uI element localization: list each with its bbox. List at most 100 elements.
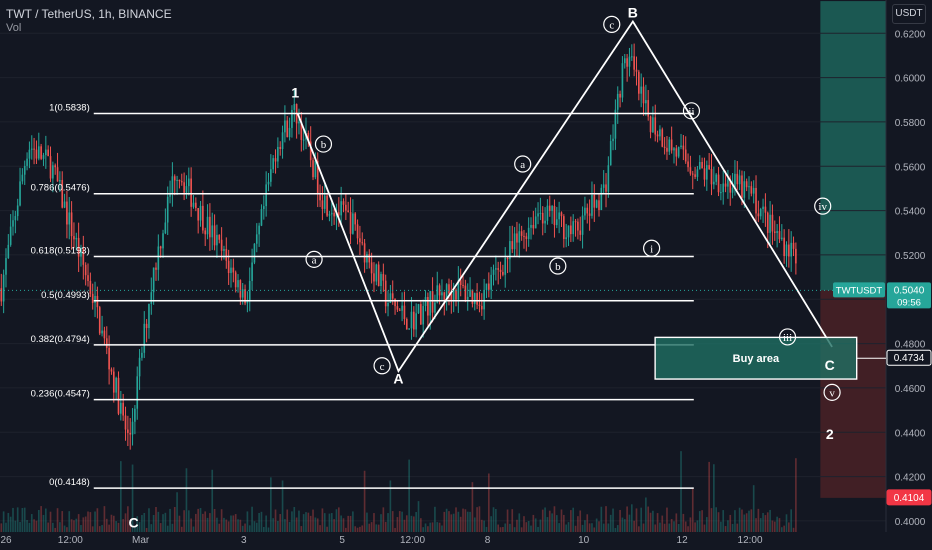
candle-body [141,352,143,358]
candle-body [0,288,3,302]
candle-body [61,180,64,208]
volume-bar [616,525,619,532]
x-tick-label: 12:00 [400,535,425,546]
candle-body [98,307,101,334]
volume-bar [581,524,584,532]
candle-body [387,302,389,307]
volume-bar [773,521,776,532]
volume-bar [185,468,188,532]
candle-body [75,237,78,240]
candle-body [9,226,12,245]
candle-body [394,298,396,307]
candle-body [16,205,19,217]
candle-body [570,225,572,235]
candle-body [187,178,190,187]
volume-bar [19,521,21,532]
volume-bar [759,518,762,532]
candle-body [614,109,617,139]
volume-bar [635,508,638,532]
volume-bar [54,527,57,532]
candle-body [122,402,124,416]
volume-bar [523,516,525,532]
candle-body [169,193,171,197]
volume-bar [218,523,221,532]
volume-bar [734,510,736,532]
volume-bar [516,519,518,532]
candle-body [192,202,195,207]
candle-body [403,305,406,320]
volume-bar [701,510,703,532]
volume-bar [544,507,546,532]
volume-bar [143,512,146,532]
volume-bar [656,513,659,532]
volume-bar [422,527,425,532]
candle-body [66,201,68,225]
volume-bar [9,516,12,532]
candle-body [649,116,652,133]
volume-bar [673,521,675,532]
candle-body [45,149,47,156]
volume-bar [368,523,371,532]
candle-body [518,231,521,243]
volume-bar [492,507,495,532]
volume-bar [56,508,59,532]
volume-bar [176,492,178,532]
volume-bar [401,511,403,532]
volume-bar [628,514,631,532]
candle-body [87,275,89,281]
candle-body [560,212,563,217]
candle-body [115,377,117,393]
volume-bar [370,522,373,532]
volume-bar [352,511,354,532]
volume-bar [790,509,793,532]
candle-body [216,234,218,246]
candle-body [581,215,584,235]
candle-body [417,304,420,314]
candle-body [776,231,778,233]
volume-bar [166,525,169,532]
candle-body [478,304,481,306]
candle-body [258,225,260,235]
wave-label: 2 [826,426,834,442]
buy-area-box[interactable]: Buy area [654,336,858,380]
candle-body [162,233,164,249]
volume-bar [577,516,579,532]
volume-bar [792,527,795,532]
volume-bar [80,525,82,532]
candle-body [750,186,753,194]
candle-body [469,289,471,297]
volume-bar [16,507,19,532]
currency-selector[interactable]: USDT [892,4,926,24]
candle-body [241,289,244,298]
candle-body [412,311,415,330]
candle-body [434,302,436,313]
volume-bar [710,508,713,532]
candle-body [682,145,685,150]
candle-body [687,161,689,168]
volume-bar [705,517,708,532]
candle-body [555,219,558,226]
candle-body [623,58,626,64]
candle-body [769,214,771,233]
volume-bar [623,519,626,532]
candle-body [459,280,462,286]
volume-bar [293,507,296,532]
candle-body [466,296,469,300]
volume-bar [488,473,490,532]
volume-bar [23,507,26,532]
candle-body [204,230,207,235]
candle-body [356,224,359,239]
candle-body [190,178,192,207]
candle-body [741,175,743,198]
candle-body [272,158,275,170]
volume-bar [122,519,124,532]
candle-body [380,274,382,287]
candle-body [645,100,647,104]
candle-body [293,104,296,110]
volume-bar [497,524,500,532]
candle-body [262,206,265,210]
volume-bar [473,517,476,532]
volume-bar [405,515,408,532]
volume-bar [37,509,40,532]
volume-bar [614,527,617,532]
